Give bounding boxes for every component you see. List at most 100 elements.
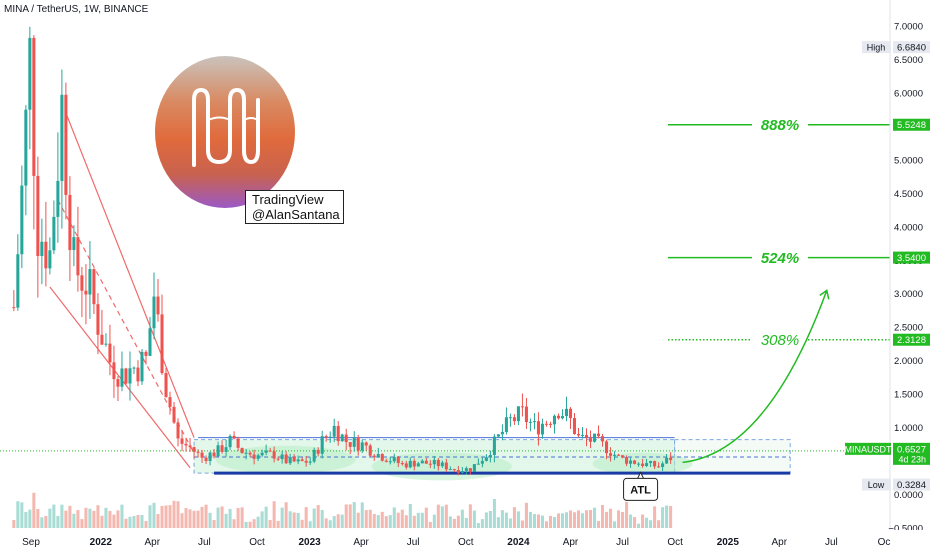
volume-bar <box>416 512 420 528</box>
volume-bar <box>500 510 504 528</box>
high-price-tag-label: High <box>867 43 886 53</box>
volume-bar <box>92 510 96 528</box>
volume-bar <box>480 519 484 528</box>
volume-bar <box>544 521 548 528</box>
candle-body <box>68 194 72 251</box>
candle-body <box>645 463 649 467</box>
target-price-tag-2-bg <box>893 333 930 346</box>
volume-bar <box>420 512 424 528</box>
volume-bar <box>128 516 132 528</box>
candle-body <box>661 463 665 467</box>
candle-body <box>24 109 28 186</box>
candle-body <box>404 463 408 468</box>
candle-body <box>448 469 452 471</box>
candle-body <box>340 434 344 442</box>
volume-bar <box>204 504 208 528</box>
volume-bar <box>508 518 512 528</box>
volume-bar <box>440 506 444 528</box>
volume-bar <box>56 515 60 528</box>
volume-bar <box>336 514 340 528</box>
volume-bar <box>188 509 192 528</box>
volume-bar <box>228 508 232 528</box>
volume-bar <box>376 515 380 528</box>
volume-bar <box>156 514 160 528</box>
volume-bar <box>224 513 228 528</box>
volume-bar <box>108 510 112 528</box>
candle-body <box>80 275 84 291</box>
candle-body <box>264 450 268 453</box>
volume-bar <box>657 520 661 528</box>
x-tick-label: Apr <box>353 537 369 548</box>
volume-bar <box>524 502 528 528</box>
channel-lower-line <box>49 286 191 469</box>
y-tick-label: 4.0000 <box>894 222 923 233</box>
candle-body <box>376 454 380 458</box>
candle-body <box>360 442 364 451</box>
x-tick-label: Jul <box>616 537 629 548</box>
volume-bar <box>476 523 480 528</box>
volume-bar <box>248 521 252 528</box>
volume-bar <box>40 517 44 528</box>
y-tick-label: 3.0000 <box>894 289 923 300</box>
candle-body <box>649 461 653 464</box>
y-tick-label: 5.0000 <box>894 155 923 166</box>
volume-bar <box>580 513 585 528</box>
high-price-tag-bg <box>893 41 930 54</box>
candle-body <box>588 438 593 442</box>
candle-body <box>152 296 156 329</box>
x-tick-label: Apr <box>563 537 579 548</box>
volume-bar <box>629 514 633 528</box>
volume-bar <box>72 513 76 528</box>
candle-body <box>92 269 96 305</box>
volume-bar <box>136 514 140 528</box>
candle-body <box>248 452 252 455</box>
candle-body <box>208 452 212 462</box>
volume-bar <box>472 510 476 528</box>
time-axis-bg <box>0 530 932 550</box>
current-symbol-label: MINAUSDT <box>845 444 893 454</box>
candle-body <box>204 457 208 462</box>
channel-mid-line <box>57 199 195 454</box>
volume-bar <box>140 515 144 528</box>
volume-bar <box>24 511 28 528</box>
volume-bar <box>404 515 408 528</box>
candle-body <box>400 463 404 465</box>
candle-body <box>104 343 108 345</box>
target-price-tag-2: 2.3128 <box>893 333 930 346</box>
y-tick-label: 1.5000 <box>894 390 923 401</box>
candle-body <box>584 435 589 439</box>
candle-body <box>120 368 124 387</box>
target-price-tag-1-value: 3.5400 <box>897 253 926 264</box>
volume-bar <box>112 514 116 528</box>
candle-body <box>252 454 256 459</box>
candle-body <box>480 460 484 464</box>
volume-bar <box>240 507 244 528</box>
projection-arrow-head <box>819 289 830 300</box>
candle-body <box>564 408 569 417</box>
volume-bar <box>340 514 344 528</box>
volume-bar <box>661 507 665 528</box>
candle-body <box>633 460 637 464</box>
volume-bar <box>424 507 428 528</box>
candle-body <box>100 334 104 345</box>
target-label-1: 524% <box>761 250 799 267</box>
volume-bar <box>268 520 272 528</box>
candle-body <box>48 250 52 269</box>
candle-body <box>84 290 88 295</box>
candle-body <box>32 37 36 176</box>
candle-body <box>428 463 432 465</box>
volume-bar <box>560 513 565 528</box>
volume-bar <box>388 515 392 528</box>
candle-body <box>348 442 352 447</box>
candle-body <box>484 457 488 461</box>
candle-body <box>548 423 552 425</box>
candle-body <box>16 254 20 308</box>
y-tick-label: 1.0000 <box>894 423 923 434</box>
volume-bar <box>625 501 629 528</box>
volume-bar <box>516 511 520 528</box>
logo-m-inner <box>207 116 259 121</box>
volume-bar <box>320 510 324 528</box>
candle-body <box>56 180 60 217</box>
